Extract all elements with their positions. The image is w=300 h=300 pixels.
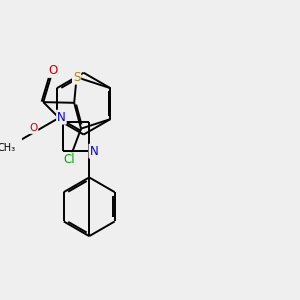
Text: CH₃: CH₃ — [0, 143, 16, 153]
Text: O: O — [29, 123, 38, 133]
Text: N: N — [57, 111, 66, 124]
Text: S: S — [73, 71, 80, 84]
Text: N: N — [89, 145, 98, 158]
Text: Cl: Cl — [64, 153, 75, 166]
Text: O: O — [48, 64, 57, 77]
